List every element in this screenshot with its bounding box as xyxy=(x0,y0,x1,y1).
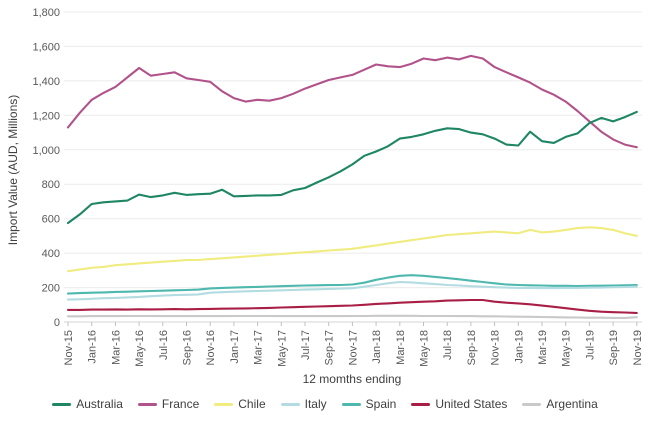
x-tick-label: Sep-19 xyxy=(608,330,620,365)
legend-item-italy: Italy xyxy=(280,397,327,411)
x-tick-label: Mar-17 xyxy=(253,330,265,365)
chart-legend: Australia France Chile Italy Spain United Sta… xyxy=(0,397,650,411)
legend-label: Italy xyxy=(304,397,327,411)
legend-item-united-states: United States xyxy=(411,397,507,411)
legend-swatch-icon xyxy=(137,402,157,406)
x-tick-label: Nov-18 xyxy=(490,330,502,365)
x-tick-label: May-19 xyxy=(561,330,573,367)
y-tick-label: 200 xyxy=(42,283,60,295)
legend-swatch-icon xyxy=(52,402,72,406)
x-tick-label: Jan-19 xyxy=(513,330,525,364)
import-value-line-chart: 0 200 400 600 800 1,000 1,200 1,400 1,600 1,800 No… xyxy=(6,7,644,386)
x-tick-label: Nov-17 xyxy=(347,330,359,365)
legend-item-spain: Spain xyxy=(341,397,397,411)
y-tick-label: 1,400 xyxy=(32,76,60,88)
legend-item-australia: Australia xyxy=(52,397,123,411)
legend-label: Argentina xyxy=(546,397,598,411)
y-tick-label: 800 xyxy=(42,179,60,191)
series-line-argentina xyxy=(66,314,638,319)
series-line-chile xyxy=(66,226,638,273)
legend-swatch-icon xyxy=(280,402,300,406)
x-tick-label: Jan-18 xyxy=(371,330,383,364)
x-tick-label: Jul-17 xyxy=(300,330,312,360)
x-tick-label: Jan-16 xyxy=(87,330,99,364)
legend-item-chile: Chile xyxy=(214,397,266,411)
legend-label: Spain xyxy=(365,397,397,411)
legend-swatch-icon xyxy=(522,402,542,406)
y-axis-title: Import Value (AUD, Millions) xyxy=(6,95,20,245)
x-tick-label: Nov-19 xyxy=(632,330,644,365)
legend-item-france: France xyxy=(137,397,200,411)
legend-label: Australia xyxy=(76,397,123,411)
legend-swatch-icon xyxy=(341,402,361,406)
y-tick-label: 1,000 xyxy=(32,145,60,157)
x-tick-label: Nov-16 xyxy=(205,330,217,365)
legend-swatch-icon xyxy=(411,402,431,406)
y-tick-label: 1,600 xyxy=(32,41,60,53)
x-tick-label: Sep-16 xyxy=(182,330,194,365)
x-tick-label: Sep-17 xyxy=(324,330,336,365)
series-line-france xyxy=(66,54,638,149)
y-tick-label: 1,200 xyxy=(32,110,60,122)
x-tick-label: Mar-19 xyxy=(537,330,549,365)
legend-swatch-icon xyxy=(214,402,234,406)
y-tick-label: 0 xyxy=(54,317,60,329)
y-tick-label: 600 xyxy=(42,214,60,226)
legend-label: Chile xyxy=(238,397,266,411)
x-tick-label: May-16 xyxy=(134,330,146,367)
x-tick-label: Jul-19 xyxy=(584,330,596,360)
legend-label: United States xyxy=(435,397,508,411)
x-axis-title: 12 momths ending xyxy=(303,372,402,386)
legend-label: France xyxy=(161,397,200,411)
x-tick-label: Jan-17 xyxy=(229,330,241,364)
x-tick-label: Nov-15 xyxy=(63,330,75,365)
x-tick-label: Mar-16 xyxy=(110,330,122,365)
y-tick-label: 400 xyxy=(42,248,60,260)
legend-item-argentina: Argentina xyxy=(522,397,598,411)
series-line-italy xyxy=(66,280,638,301)
x-tick-label: Mar-18 xyxy=(395,330,407,365)
x-tick-label: Sep-18 xyxy=(466,330,478,365)
x-tick-label: May-17 xyxy=(276,330,288,367)
y-tick-label: 1,800 xyxy=(32,7,60,19)
x-tick-label: Jul-18 xyxy=(442,330,454,360)
series-line-australia xyxy=(66,110,638,225)
x-tick-label: May-18 xyxy=(419,330,431,367)
x-tick-label: Jul-16 xyxy=(158,330,170,360)
series-line-spain xyxy=(66,274,638,295)
series-line-united-states xyxy=(66,298,638,315)
